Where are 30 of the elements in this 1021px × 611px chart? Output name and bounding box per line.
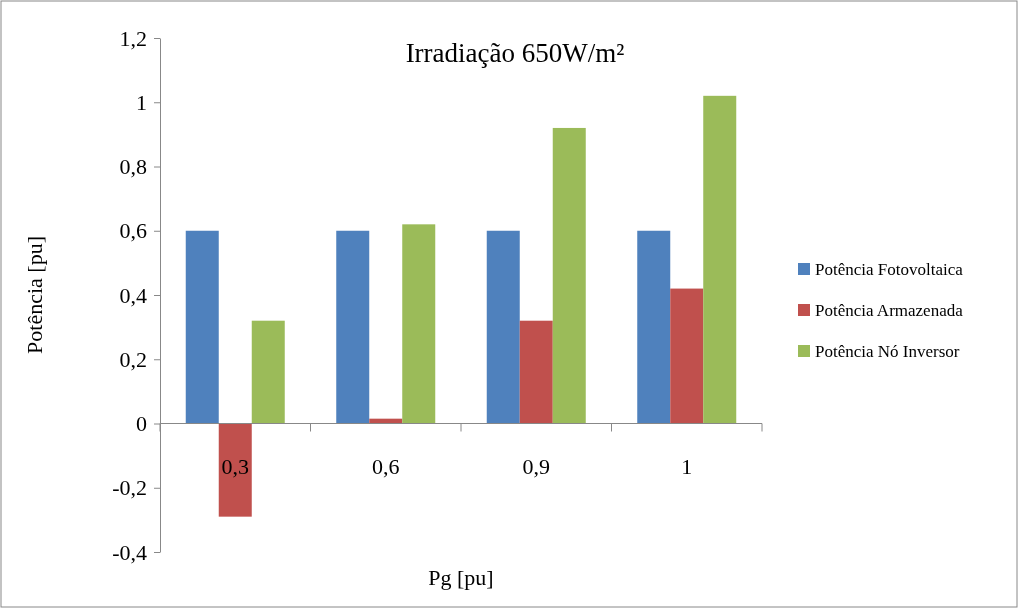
legend-label: Potência Nó Inversor <box>815 342 960 361</box>
x-tick-label: 0,6 <box>372 453 400 479</box>
y-axis-title: Potência [pu] <box>22 236 47 354</box>
legend-label: Potência Armazenada <box>815 301 964 320</box>
chart-title: Irradiação 650W/m² <box>405 38 625 68</box>
bar <box>637 230 671 424</box>
y-tick-label: 0 <box>136 411 147 437</box>
x-tick-label: 0,9 <box>522 453 550 479</box>
x-tick-label: 0,3 <box>221 453 249 479</box>
bar <box>486 230 520 424</box>
y-tick-label: -0,4 <box>112 539 147 565</box>
bar <box>336 230 370 424</box>
legend-label: Potência Fotovoltaica <box>815 260 964 279</box>
y-tick-label: 1 <box>136 89 147 115</box>
x-axis-title: Pg [pu] <box>428 565 494 590</box>
bar <box>185 230 219 424</box>
bar <box>703 95 737 424</box>
bar <box>519 320 553 424</box>
bar <box>670 288 704 424</box>
y-tick-label: -0,2 <box>112 475 147 501</box>
x-tick-label: 1 <box>681 453 693 479</box>
y-tick-label: 1,2 <box>119 25 147 51</box>
bar <box>218 423 252 517</box>
bar <box>552 127 586 424</box>
y-tick-label: 0,8 <box>119 154 147 180</box>
y-tick-label: 0,2 <box>119 346 147 372</box>
y-tick-label: 0,4 <box>119 282 147 308</box>
y-tick-label: 0,6 <box>119 218 147 244</box>
bar <box>402 224 436 424</box>
bar <box>251 320 285 424</box>
